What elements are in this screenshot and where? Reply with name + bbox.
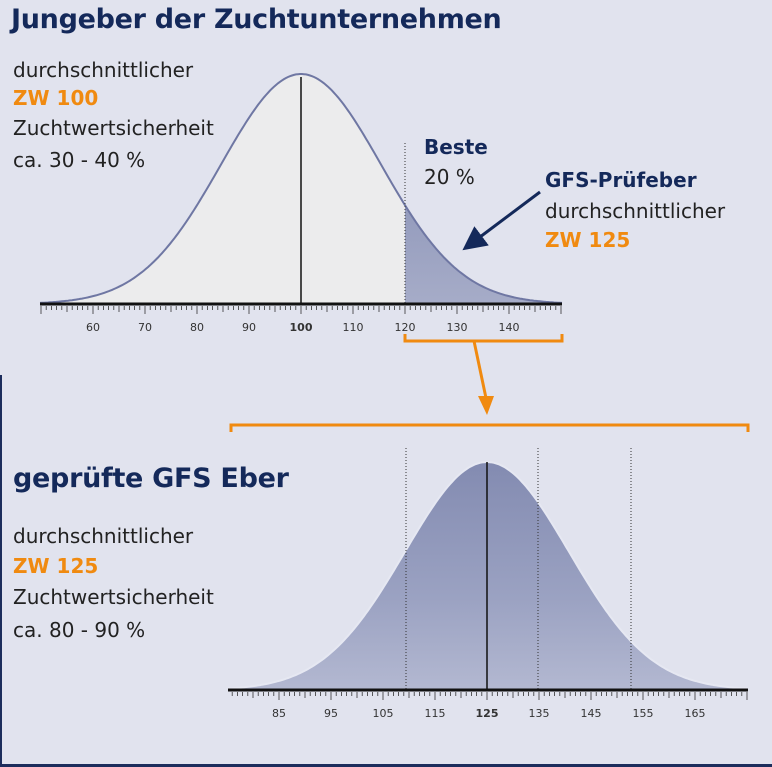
bottom-axis-tick-label: 145 [581, 707, 602, 720]
bottom-desc-line1: durchschnittlicher [13, 524, 194, 548]
bottom-axis-tick-label: 95 [324, 707, 338, 720]
bottom-zw-value: ZW 125 [13, 554, 99, 578]
gfs-label: GFS-Prüfeber [545, 168, 697, 192]
top-axis-tick-label: 140 [499, 321, 520, 334]
gfs-desc-line: durchschnittlicher [545, 199, 726, 223]
top-desc-line1: durchschnittlicher [13, 58, 194, 82]
frame-bottom-border [0, 764, 772, 767]
top-axis-tick-label: 130 [447, 321, 468, 334]
bottom-axis-tick-label: 155 [633, 707, 654, 720]
bottom-axis-tick-label: 125 [476, 707, 499, 720]
bottom-desc-line3: Zuchtwertsicherheit [13, 585, 214, 609]
beste-value: 20 % [424, 165, 475, 189]
frame-left-border [0, 375, 2, 767]
gfs-zw-value: ZW 125 [545, 228, 631, 252]
bottom-desc-line4: ca. 80 - 90 % [13, 618, 146, 642]
top-selection-bracket [403, 334, 564, 343]
top-axis-tick-label: 90 [242, 321, 256, 334]
selection-arrow-head [478, 396, 494, 415]
bottom-axis-tick-label: 115 [425, 707, 446, 720]
top-axis-tick-label: 60 [86, 321, 100, 334]
bottom-axis-tick-label: 105 [373, 707, 394, 720]
bottom-title: geprüfte GFS Eber [13, 463, 289, 494]
top-axis-tick-label: 70 [138, 321, 152, 334]
bottom-axis-tick-label: 85 [272, 707, 286, 720]
bottom-axis-tick-label: 135 [529, 707, 550, 720]
bottom-curve-area [228, 462, 748, 690]
beste-label: Beste [424, 135, 488, 159]
top-axis-tick-label: 110 [343, 321, 364, 334]
top-curve-line [39, 73, 563, 304]
bottom-range-bracket [229, 423, 750, 432]
top-axis-tick-label: 80 [190, 321, 204, 334]
top-zw-value: ZW 100 [13, 86, 99, 110]
selection-arrow-shaft [472, 340, 488, 399]
top-axis-tick-label: 100 [290, 321, 313, 334]
top-title: Jungeber der Zuchtunternehmen [11, 4, 502, 35]
bottom-curve-line [227, 461, 749, 690]
bottom-axis: 85 95 105 115 125 135 145 155 165 [228, 688, 748, 720]
top-desc-line4: ca. 30 - 40 % [13, 148, 146, 172]
bottom-axis-tick-label: 165 [685, 707, 706, 720]
top-curve-tail-area [405, 205, 562, 304]
top-desc-line3: Zuchtwertsicherheit [13, 116, 214, 140]
top-axis-tick-label: 120 [395, 321, 416, 334]
top-axis: 60 70 80 90 100 110 120 130 140 [40, 302, 562, 334]
gfs-pointer-arrow [462, 190, 541, 251]
